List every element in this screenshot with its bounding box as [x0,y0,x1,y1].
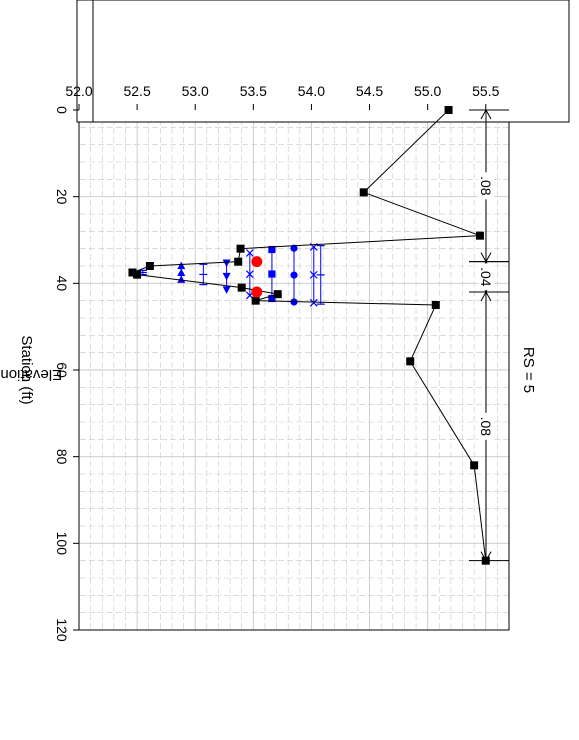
bank-stations [251,256,263,298]
y-axis-ticks: 52.0 52.5 53.0 53.5 54.0 54.5 55.0 55.5 [65,83,500,110]
water-marker [177,275,186,283]
y-tick-label: 54.0 [298,83,325,99]
mannings-label: .08 [478,417,494,437]
ground-point [475,231,484,240]
mannings-label-bg [478,172,494,200]
x-axis-ticks: 0 20 40 60 80 100 120 [54,106,79,642]
x-axis-label: Station (ft) [18,335,35,404]
y-tick-label: 53.5 [240,83,267,99]
ground-point [359,188,368,197]
mannings-label: .04 [478,267,494,287]
bank-station-point [251,256,263,268]
ground-point [145,262,154,270]
chart-title: RS = 5 [520,347,537,393]
water-marker [309,270,318,279]
water-marker [222,272,231,281]
x-tick-label: 80 [54,449,70,465]
y-tick-label: 52.5 [123,83,150,99]
y-tick-label: 55.0 [414,83,441,99]
y-tick-label: 53.0 [182,83,209,99]
water-marker [222,259,231,267]
water-marker [177,268,186,276]
ground-series [128,106,490,565]
water-marker [268,270,276,278]
ground-point [470,461,479,470]
mannings-arrowhead [480,290,492,302]
water-marker [290,271,298,279]
chart-frame: 0 20 40 60 80 100 120 52.0 52.5 53.0 53.5 54.0 54.5… [18,0,570,642]
y-axis-label: Elevation (ft) [0,366,62,383]
ground-point [133,270,142,279]
mannings-annotations: .08 .04 .08 [469,108,509,562]
water-marker [268,245,276,254]
ground-point [444,106,453,114]
ground-point [273,290,282,299]
water-marker [222,286,231,294]
x-tick-label: 100 [54,532,70,556]
y-tick-label: 52.0 [65,83,92,99]
water-surface-series [138,243,325,307]
ground-point [234,257,243,266]
grid [78,109,510,631]
ground-point [236,244,245,253]
water-marker [245,270,254,279]
x-tick-label: 40 [54,276,70,292]
ground-point [481,556,490,565]
water-marker [309,298,318,307]
mannings-label-bg [478,263,494,291]
y-tick-label: 54.5 [356,83,383,99]
x-tick-label: 60 [54,362,70,378]
ground-point [431,301,440,309]
legend [76,0,570,123]
mannings-label: .08 [478,176,494,196]
mannings-arrowhead [480,108,492,120]
bank-station-point [251,286,263,298]
x-tick-label: 120 [54,618,70,642]
x-tick-label: 20 [54,189,70,205]
ground-point [406,357,415,366]
water-marker [177,261,186,270]
x-tick-label: 0 [54,106,70,114]
y-tick-label: 55.5 [472,83,499,99]
water-marker [290,244,298,252]
mannings-label-bg [478,412,494,440]
water-marker [245,249,254,257]
ground-point [251,296,260,305]
ground-point [237,283,246,292]
